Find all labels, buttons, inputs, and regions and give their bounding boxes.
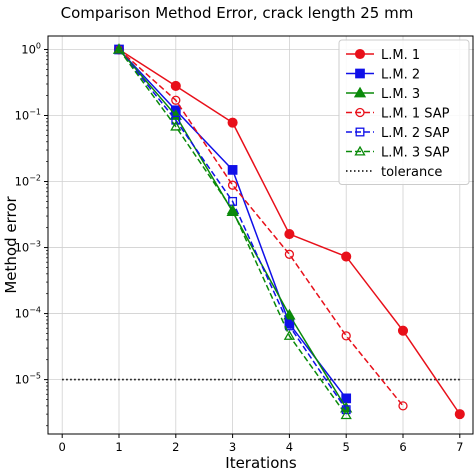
y-tick-label: 10−3 bbox=[15, 240, 41, 255]
y-tick-exponent: −1 bbox=[29, 108, 41, 117]
x-tick-label: 4 bbox=[286, 440, 293, 454]
legend-swatch-marker bbox=[354, 145, 366, 156]
series-l-m-3-sap bbox=[113, 43, 352, 420]
y-tick-label: 100 bbox=[21, 41, 41, 56]
y-tick-exponent: 0 bbox=[36, 41, 41, 50]
y-tick-base: 10 bbox=[15, 109, 30, 123]
legend-swatch-marker bbox=[355, 107, 365, 118]
legend-label: L.M. 1 bbox=[381, 48, 420, 63]
data-point bbox=[341, 393, 352, 404]
x-tick-label: 5 bbox=[343, 440, 350, 454]
data-point bbox=[284, 249, 295, 259]
legend-box bbox=[338, 39, 470, 185]
data-point bbox=[341, 331, 351, 341]
data-point bbox=[397, 325, 409, 336]
y-tick-label: 10−4 bbox=[15, 306, 41, 321]
x-tick-label: 2 bbox=[172, 440, 179, 454]
x-axis-label: Iterations bbox=[225, 454, 297, 472]
y-tick-exponent: −3 bbox=[29, 240, 41, 249]
chart-title: Comparison Method Error, crack length 25… bbox=[61, 4, 414, 22]
legend-swatch-marker bbox=[355, 127, 365, 137]
data-point bbox=[284, 229, 295, 240]
x-tick-label: 6 bbox=[399, 440, 406, 454]
data-point bbox=[170, 120, 182, 131]
y-axis-label: Method error bbox=[2, 196, 20, 294]
data-point bbox=[283, 330, 296, 340]
legend: L.M. 1 L.M. 2 L.M. 3 L.M. 1 SAP L.M. 2 SAP L.… bbox=[338, 39, 470, 185]
y-tick-base: 10 bbox=[15, 307, 30, 321]
plot-frame bbox=[47, 35, 474, 435]
x-tick-label: 7 bbox=[456, 440, 463, 454]
x-tick-label: 0 bbox=[59, 440, 66, 454]
y-tick-label: 10−2 bbox=[15, 174, 41, 189]
series-line bbox=[118, 49, 347, 416]
y-tick-label: 10−5 bbox=[15, 372, 41, 387]
y-tick-base: 10 bbox=[15, 241, 30, 255]
y-tick-exponent: −2 bbox=[29, 174, 41, 183]
y-tick-base: 10 bbox=[15, 373, 30, 387]
legend-swatch-marker bbox=[355, 68, 365, 79]
data-point bbox=[226, 204, 239, 215]
legend-label: L.M. 3 bbox=[381, 87, 420, 102]
data-point bbox=[171, 115, 181, 125]
data-point bbox=[227, 180, 238, 190]
legend-label: L.M. 3 SAP bbox=[381, 146, 450, 161]
series-line bbox=[118, 49, 347, 411]
data-point bbox=[113, 43, 125, 54]
data-point bbox=[171, 95, 181, 105]
legend-label: L.M. 1 SAP bbox=[381, 107, 450, 122]
x-tick-label: 3 bbox=[229, 440, 236, 454]
legend-label: L.M. 2 bbox=[381, 68, 420, 83]
legend-swatch-marker bbox=[354, 48, 366, 60]
data-point bbox=[398, 401, 408, 411]
y-tick-exponent: −5 bbox=[29, 372, 41, 381]
legend-swatch-marker bbox=[353, 86, 367, 98]
data-point bbox=[283, 308, 296, 320]
x-tick-label: 1 bbox=[115, 440, 122, 454]
legend-label: L.M. 2 SAP bbox=[381, 126, 450, 141]
data-point bbox=[340, 409, 352, 420]
data-point bbox=[341, 251, 352, 262]
legend-label: tolerance bbox=[381, 165, 442, 180]
y-tick-base: 10 bbox=[15, 175, 30, 189]
y-tick-exponent: −4 bbox=[29, 306, 41, 315]
y-tick-label: 10−1 bbox=[15, 108, 41, 123]
data-point bbox=[227, 165, 238, 175]
data-point bbox=[227, 117, 238, 128]
series-layer bbox=[112, 43, 465, 420]
y-tick-base: 10 bbox=[21, 42, 36, 56]
data-point bbox=[454, 409, 465, 420]
data-point bbox=[170, 80, 181, 92]
series-line bbox=[118, 48, 404, 407]
